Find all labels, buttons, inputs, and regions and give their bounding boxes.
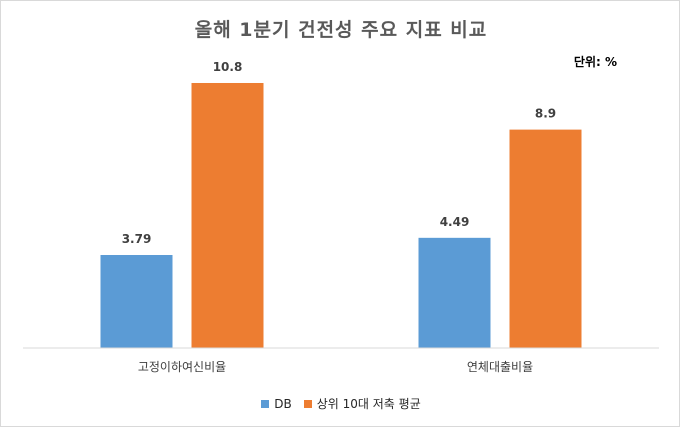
bar-db-1 xyxy=(418,237,491,348)
legend-swatch xyxy=(303,399,312,408)
bar-top10-1 xyxy=(509,129,582,348)
legend-swatch xyxy=(261,399,270,408)
unit-label: 단위: % xyxy=(573,55,617,69)
legend-item-top10: 상위 10대 저축 평균 xyxy=(303,395,421,412)
data-label: 8.9 xyxy=(535,107,556,121)
data-label: 10.8 xyxy=(213,60,243,74)
bar-db-0 xyxy=(100,255,173,348)
category-label: 연체대출비율 xyxy=(467,360,533,374)
legend-label: DB xyxy=(274,396,292,411)
chart-title: 올해 1분기 건전성 주요 지표 비교 xyxy=(194,19,488,41)
data-label: 3.79 xyxy=(122,232,152,246)
data-label: 4.49 xyxy=(440,215,470,229)
bar-top10-0 xyxy=(191,82,264,348)
legend-item-db: DB xyxy=(261,396,292,411)
category-label: 고정이하여신비율 xyxy=(138,360,226,374)
legend: DB 상위 10대 저축 평균 xyxy=(1,395,680,412)
legend-label: 상위 10대 저축 평균 xyxy=(316,397,421,411)
